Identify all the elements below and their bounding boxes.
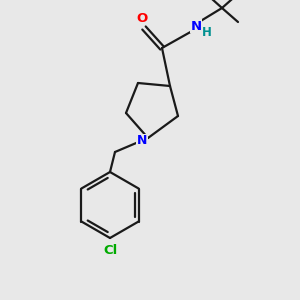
Text: N: N <box>137 134 147 148</box>
Text: Cl: Cl <box>103 244 117 257</box>
Text: O: O <box>136 11 148 25</box>
Text: H: H <box>202 26 212 40</box>
Text: N: N <box>190 20 202 32</box>
